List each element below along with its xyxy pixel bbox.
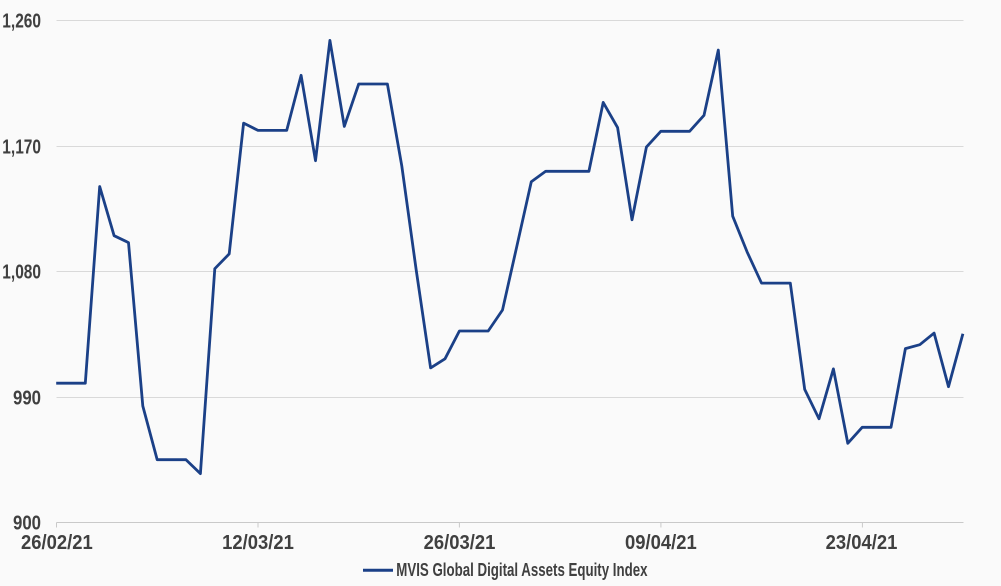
- svg-text:12/03/21: 12/03/21: [222, 532, 294, 554]
- svg-text:26/02/21: 26/02/21: [21, 532, 93, 554]
- svg-text:MVIS Global Digital Assets Equ: MVIS Global Digital Assets Equity Index: [396, 560, 647, 580]
- svg-text:1,260: 1,260: [2, 10, 41, 32]
- svg-text:26/03/21: 26/03/21: [424, 532, 496, 554]
- svg-text:1,080: 1,080: [2, 261, 41, 283]
- svg-text:09/04/21: 09/04/21: [625, 532, 697, 554]
- svg-text:23/04/21: 23/04/21: [826, 532, 898, 554]
- svg-text:900: 900: [13, 512, 41, 534]
- svg-text:990: 990: [13, 387, 41, 409]
- svg-text:1,170: 1,170: [2, 136, 41, 158]
